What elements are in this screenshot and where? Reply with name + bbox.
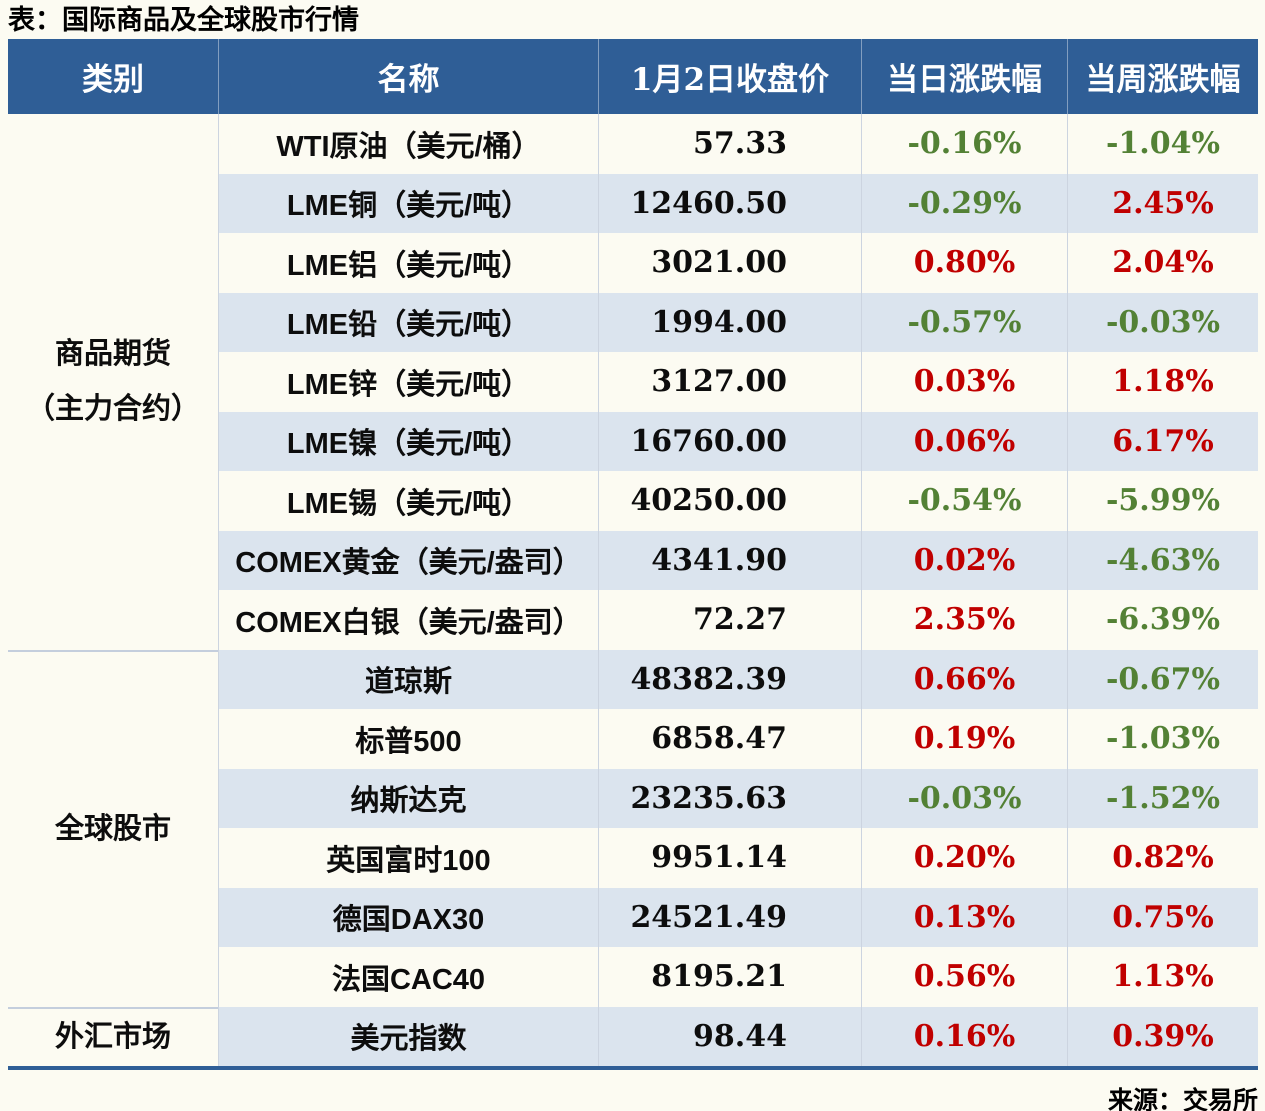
close-price-cell: 1994.00 <box>598 292 861 353</box>
close-price-cell: 8195.21 <box>598 947 861 1007</box>
close-price-cell: 12460.50 <box>598 173 861 234</box>
week-change-cell: 6.17% <box>1067 411 1258 472</box>
name-cell: 纳斯达克 <box>218 768 598 829</box>
name-cell: COMEX黄金（美元/盎司） <box>218 530 598 591</box>
close-price-cell: 23235.63 <box>598 768 861 829</box>
name-cell: LME铅（美元/吨） <box>218 292 598 353</box>
name-cell: 英国富时100 <box>218 828 598 888</box>
week-change-cell: 1.13% <box>1067 947 1258 1007</box>
day-change-cell: 0.80% <box>861 233 1067 293</box>
day-change-cell: -0.29% <box>861 173 1067 234</box>
name-cell: LME镍（美元/吨） <box>218 411 598 472</box>
week-change-cell: 0.39% <box>1067 1006 1258 1067</box>
week-change-cell: -0.03% <box>1067 292 1258 353</box>
close-price-cell: 16760.00 <box>598 411 861 472</box>
close-price-cell: 4341.90 <box>598 530 861 591</box>
day-change-cell: 0.20% <box>861 828 1067 888</box>
day-change-cell: 0.02% <box>861 530 1067 591</box>
day-change-cell: 0.06% <box>861 411 1067 472</box>
name-cell: LME铝（美元/吨） <box>218 233 598 293</box>
name-cell: LME铜（美元/吨） <box>218 173 598 234</box>
day-change-cell: 0.56% <box>861 947 1067 1007</box>
day-change-cell: 0.19% <box>861 709 1067 769</box>
name-cell: LME锌（美元/吨） <box>218 352 598 412</box>
close-price-cell: 98.44 <box>598 1006 861 1067</box>
week-change-cell: -4.63% <box>1067 530 1258 591</box>
week-change-cell: -5.99% <box>1067 471 1258 531</box>
day-change-cell: -0.16% <box>861 114 1067 174</box>
week-change-cell: 1.18% <box>1067 352 1258 412</box>
page-title: 表：国际商品及全球股市行情 <box>8 5 359 35</box>
header-week-change: 当周涨跌幅 <box>1067 39 1258 115</box>
close-price-cell: 48382.39 <box>598 649 861 710</box>
day-change-cell: -0.57% <box>861 292 1067 353</box>
header-category: 类别 <box>8 39 218 115</box>
close-price-cell: 24521.49 <box>598 887 861 948</box>
close-price-cell: 3127.00 <box>598 352 861 412</box>
name-cell: WTI原油（美元/桶） <box>218 114 598 174</box>
name-cell: 道琼斯 <box>218 649 598 710</box>
name-cell: 标普500 <box>218 709 598 769</box>
day-change-cell: 0.03% <box>861 352 1067 412</box>
week-change-cell: -1.04% <box>1067 114 1258 174</box>
day-change-cell: 2.35% <box>861 590 1067 650</box>
week-change-cell: 2.45% <box>1067 173 1258 234</box>
close-price-cell: 57.33 <box>598 114 861 174</box>
name-cell: COMEX白银（美元/盎司） <box>218 590 598 650</box>
header-name: 名称 <box>218 39 598 115</box>
market-table: 类别 名称 1月2日收盘价 当日涨跌幅 当周涨跌幅 商品期货 （主力合约） WTI… <box>8 39 1258 1071</box>
day-change-cell: 0.16% <box>861 1006 1067 1067</box>
close-price-cell: 40250.00 <box>598 471 861 531</box>
category-cell: 外汇市场 <box>8 1006 218 1067</box>
week-change-cell: -1.03% <box>1067 709 1258 769</box>
name-cell: 法国CAC40 <box>218 947 598 1007</box>
name-cell: 美元指数 <box>218 1006 598 1067</box>
week-change-cell: -1.52% <box>1067 768 1258 829</box>
day-change-cell: 0.66% <box>861 649 1067 710</box>
close-price-cell: 3021.00 <box>598 233 861 293</box>
source-label: 来源：交易所 <box>1107 1087 1258 1111</box>
week-change-cell: 2.04% <box>1067 233 1258 293</box>
week-change-cell: -0.67% <box>1067 649 1258 710</box>
name-cell: LME锡（美元/吨） <box>218 471 598 531</box>
close-price-cell: 9951.14 <box>598 828 861 888</box>
week-change-cell: -6.39% <box>1067 590 1258 650</box>
name-cell: 德国DAX30 <box>218 887 598 948</box>
header-day-change: 当日涨跌幅 <box>861 39 1067 115</box>
week-change-cell: 0.82% <box>1067 828 1258 888</box>
week-change-cell: 0.75% <box>1067 887 1258 948</box>
close-price-cell: 72.27 <box>598 590 861 650</box>
category-cell: 商品期货 （主力合约） <box>25 337 200 425</box>
category-cell: 全球股市 <box>8 649 218 1007</box>
day-change-cell: 0.13% <box>861 887 1067 948</box>
header-close-price: 1月2日收盘价 <box>598 39 861 115</box>
day-change-cell: -0.03% <box>861 768 1067 829</box>
day-change-cell: -0.54% <box>861 471 1067 531</box>
close-price-cell: 6858.47 <box>598 709 861 769</box>
